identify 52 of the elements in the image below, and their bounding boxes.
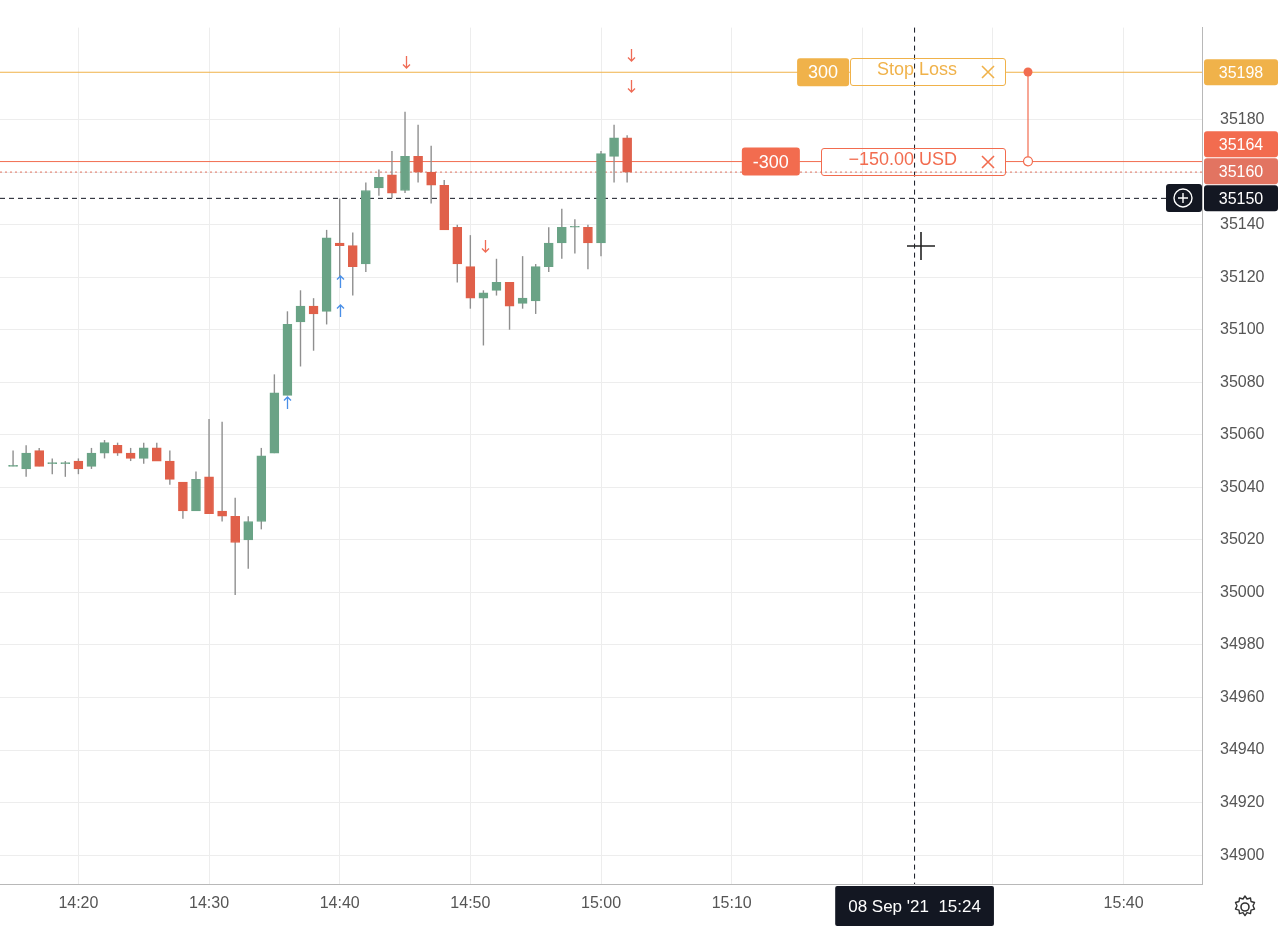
annotation: 300 [808,62,839,83]
y-tick-label: 34920 [1220,792,1265,810]
ref-line-label: Stop Loss [849,58,1006,87]
candlestick [504,281,515,331]
y-tick-label: 34940 [1220,740,1265,758]
candlestick [583,223,593,270]
x-tick-label: 14:30 [189,894,230,912]
y-tick-label: 35140 [1220,215,1265,233]
candlestick [517,255,528,310]
text: 35198 [1218,63,1264,81]
candlestick [556,208,567,260]
candlestick [165,449,175,486]
candlestick [138,441,149,465]
x-tick-label: 14:40 [319,894,360,912]
text: 35164 [1218,135,1264,153]
x-tick-label: 14:20 [58,894,99,912]
x-tick-label: 15:00 [580,894,622,912]
ref-line-label: 08 Sep '21 15:24 [848,896,981,916]
candlestick [99,439,110,460]
candlestick [413,124,423,184]
candlestick [491,258,502,297]
candlestick [609,124,619,184]
x-tick-label: 15:40 [1103,894,1144,912]
candlestick [478,289,489,347]
candlestick [347,231,358,297]
y-tick-label: 35000 [1220,582,1265,600]
candlestick [387,150,397,200]
y-tick-label: 35080 [1220,372,1265,390]
y-tick-label: 35020 [1220,530,1265,548]
candlestick [426,145,436,205]
y-tick-label: 35100 [1220,320,1265,338]
ref-line-label: −150.00 USD [821,147,1006,176]
candlestick [21,444,31,478]
y-tick-label: 35060 [1220,425,1265,443]
y-tick-label: 35180 [1220,109,1265,127]
y-tick-label: 34960 [1220,687,1265,705]
candlestick [543,226,554,273]
annotation: -300 [752,151,789,172]
candlestick [570,218,580,255]
candlestick [243,515,254,570]
candlestick [86,447,97,470]
text: 35160 [1218,162,1264,180]
candlestick [374,168,384,197]
x-tick-label: 14:50 [450,894,491,912]
y-tick-label: 35040 [1220,477,1265,495]
candlestick [217,420,227,523]
y-tick-label: 34980 [1220,635,1265,653]
x-tick-label: 15:10 [711,894,752,912]
text: 35150 [1218,189,1264,207]
y-tick-label: 35120 [1220,267,1265,285]
candlestick [8,449,18,468]
y-tick-label: 34900 [1220,845,1265,863]
